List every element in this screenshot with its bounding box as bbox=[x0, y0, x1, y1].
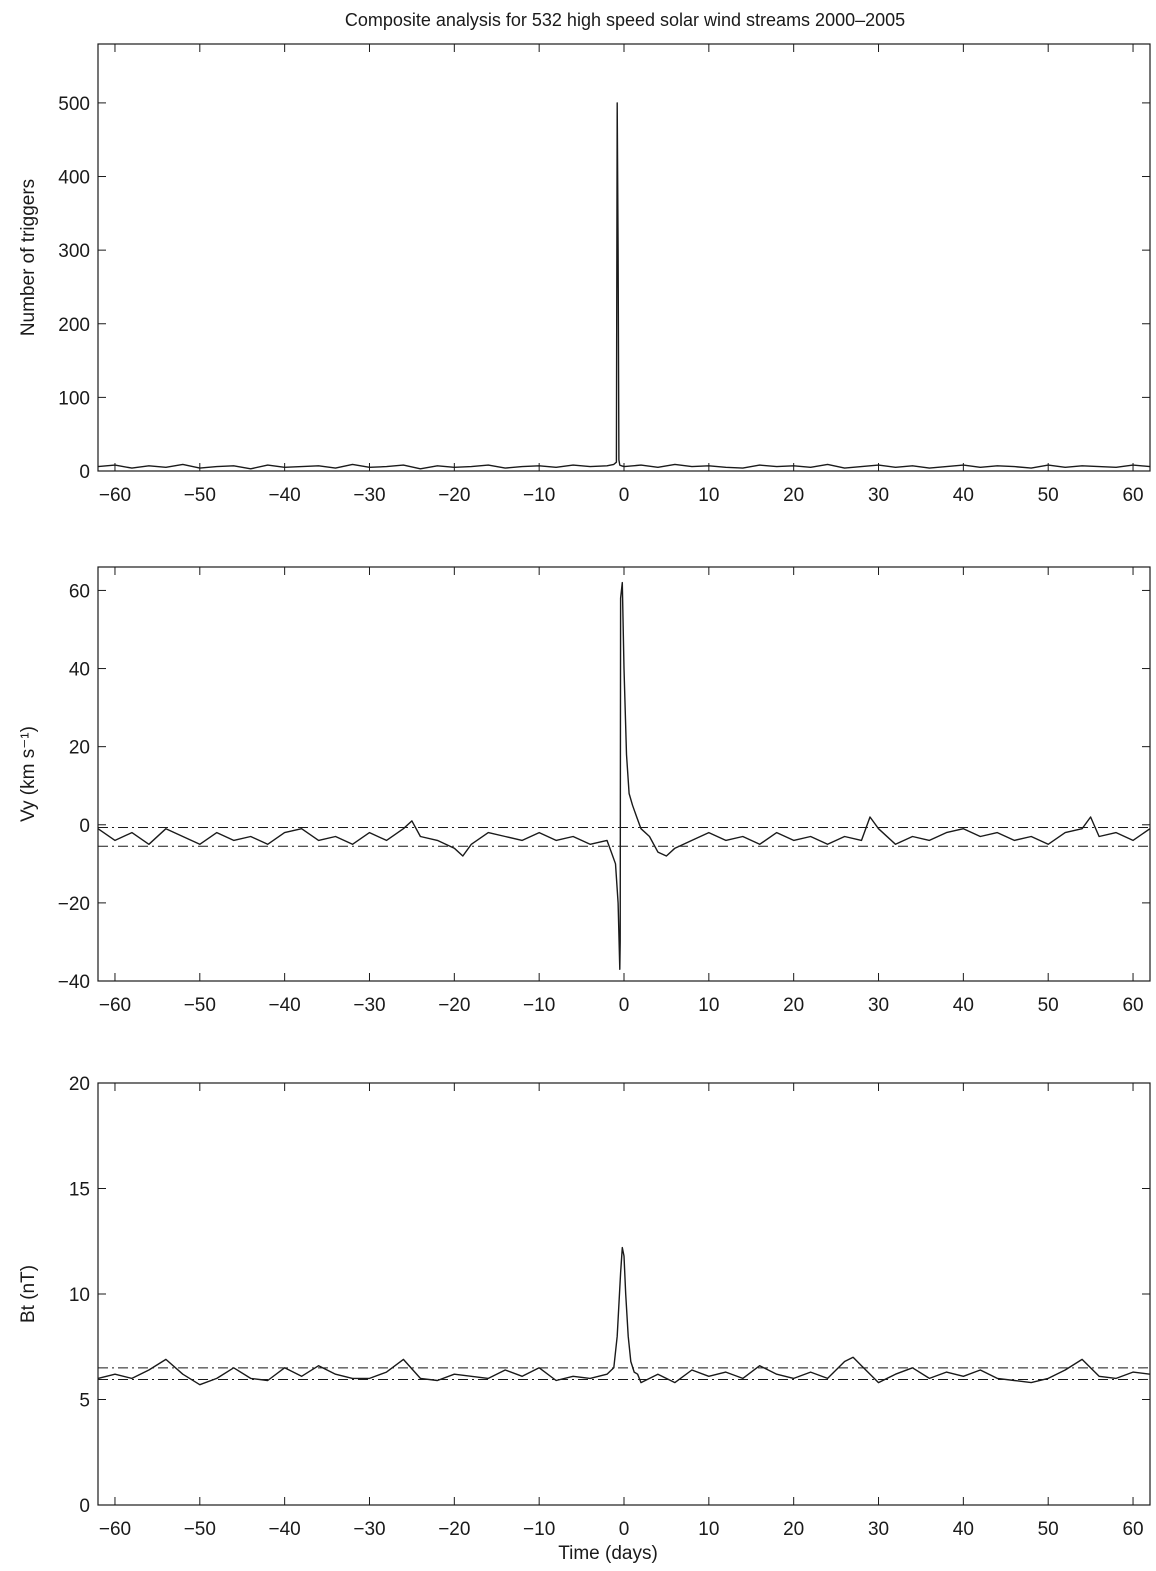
triggers-xtick-label: −40 bbox=[269, 485, 301, 506]
vy-ytick-label: −40 bbox=[58, 972, 90, 993]
panel-bt: −60 −50 −40 −30 −20 −10 0 10 20 30 40 50 60 0 5 10 15 20 B… bbox=[18, 1074, 1151, 1564]
vy-ytick-label: 40 bbox=[69, 660, 90, 681]
triggers-ytick-label: 0 bbox=[79, 462, 90, 483]
vy-ytick-label: 0 bbox=[79, 816, 90, 837]
vy-xtick-label: −60 bbox=[99, 995, 131, 1016]
vy-series-line bbox=[97, 581, 1151, 970]
triggers-xtick-label: −50 bbox=[184, 485, 216, 506]
vy-xtick-label: −20 bbox=[438, 995, 470, 1016]
bt-xtick-label: 40 bbox=[953, 1519, 974, 1540]
vy-xtick-label: 60 bbox=[1122, 995, 1143, 1016]
triggers-ytick-label: 100 bbox=[58, 388, 90, 409]
triggers-xtick-label: −30 bbox=[353, 485, 385, 506]
vy-xtick-label: 40 bbox=[953, 995, 974, 1016]
bt-ylabel: Bt (nT) bbox=[18, 1265, 39, 1323]
panel-triggers: −60 −50 −40 −30 −20 −10 0 10 20 30 40 50 60 0 100 200 30… bbox=[18, 43, 1151, 506]
vy-ytick-label: 20 bbox=[69, 738, 90, 759]
triggers-xtick-label: 40 bbox=[953, 485, 974, 506]
bt-ytick-label: 10 bbox=[69, 1285, 90, 1306]
bt-xlabel: Time (days) bbox=[558, 1543, 658, 1564]
bt-xtick-label: −10 bbox=[523, 1519, 555, 1540]
triggers-ytick-label: 400 bbox=[58, 168, 90, 189]
triggers-xtick-label: 30 bbox=[868, 485, 889, 506]
vy-xtick-label: −50 bbox=[184, 995, 216, 1016]
triggers-xtick-label: 50 bbox=[1038, 485, 1059, 506]
bt-xtick-label: −30 bbox=[353, 1519, 385, 1540]
chart-title: Composite analysis for 532 high speed so… bbox=[345, 10, 905, 30]
triggers-xtick-label: −20 bbox=[438, 485, 470, 506]
triggers-series-line bbox=[97, 102, 1151, 470]
bt-series-line bbox=[97, 1246, 1151, 1386]
bt-xtick-label: 50 bbox=[1038, 1519, 1059, 1540]
bt-xtick-label: 10 bbox=[698, 1519, 719, 1540]
vy-xtick-label: 0 bbox=[619, 995, 630, 1016]
vy-ytick-label: −20 bbox=[58, 894, 90, 915]
bt-ytick-label: 15 bbox=[69, 1180, 90, 1201]
triggers-xtick-label: −60 bbox=[99, 485, 131, 506]
bt-xtick-label: −40 bbox=[269, 1519, 301, 1540]
bt-ytick-label: 5 bbox=[79, 1391, 90, 1412]
vy-xtick-label: 30 bbox=[868, 995, 889, 1016]
vy-xtick-label: 20 bbox=[783, 995, 804, 1016]
bt-xtick-label: −20 bbox=[438, 1519, 470, 1540]
triggers-xtick-label: 60 bbox=[1122, 485, 1143, 506]
bt-xtick-label: −60 bbox=[99, 1519, 131, 1540]
vy-ylabel: Vy (km s⁻¹) bbox=[18, 726, 39, 822]
bt-ytick-label: 0 bbox=[79, 1496, 90, 1517]
triggers-ytick-label: 300 bbox=[58, 241, 90, 262]
panel-vy: −60 −50 −40 −30 −20 −10 0 10 20 30 40 50 60 −40 −20 0 20… bbox=[18, 566, 1151, 1016]
triggers-xtick-label: −10 bbox=[523, 485, 555, 506]
bt-xtick-label: 60 bbox=[1122, 1519, 1143, 1540]
vy-xtick-label: −10 bbox=[523, 995, 555, 1016]
triggers-xtick-label: 10 bbox=[698, 485, 719, 506]
vy-xtick-label: −30 bbox=[353, 995, 385, 1016]
vy-xtick-label: −40 bbox=[269, 995, 301, 1016]
triggers-ytick-label: 200 bbox=[58, 315, 90, 336]
bt-xtick-label: 0 bbox=[619, 1519, 630, 1540]
triggers-ylabel: Number of triggers bbox=[18, 179, 39, 336]
bt-xtick-label: 30 bbox=[868, 1519, 889, 1540]
vy-ytick-label: 60 bbox=[69, 581, 90, 602]
vy-xtick-label: 10 bbox=[698, 995, 719, 1016]
vy-xtick-label: 50 bbox=[1038, 995, 1059, 1016]
bt-xtick-label: −50 bbox=[184, 1519, 216, 1540]
triggers-xtick-label: 20 bbox=[783, 485, 804, 506]
triggers-xtick-label: 0 bbox=[619, 485, 630, 506]
bt-xtick-label: 20 bbox=[783, 1519, 804, 1540]
bt-ytick-label: 20 bbox=[69, 1074, 90, 1095]
triggers-ytick-label: 500 bbox=[58, 94, 90, 115]
